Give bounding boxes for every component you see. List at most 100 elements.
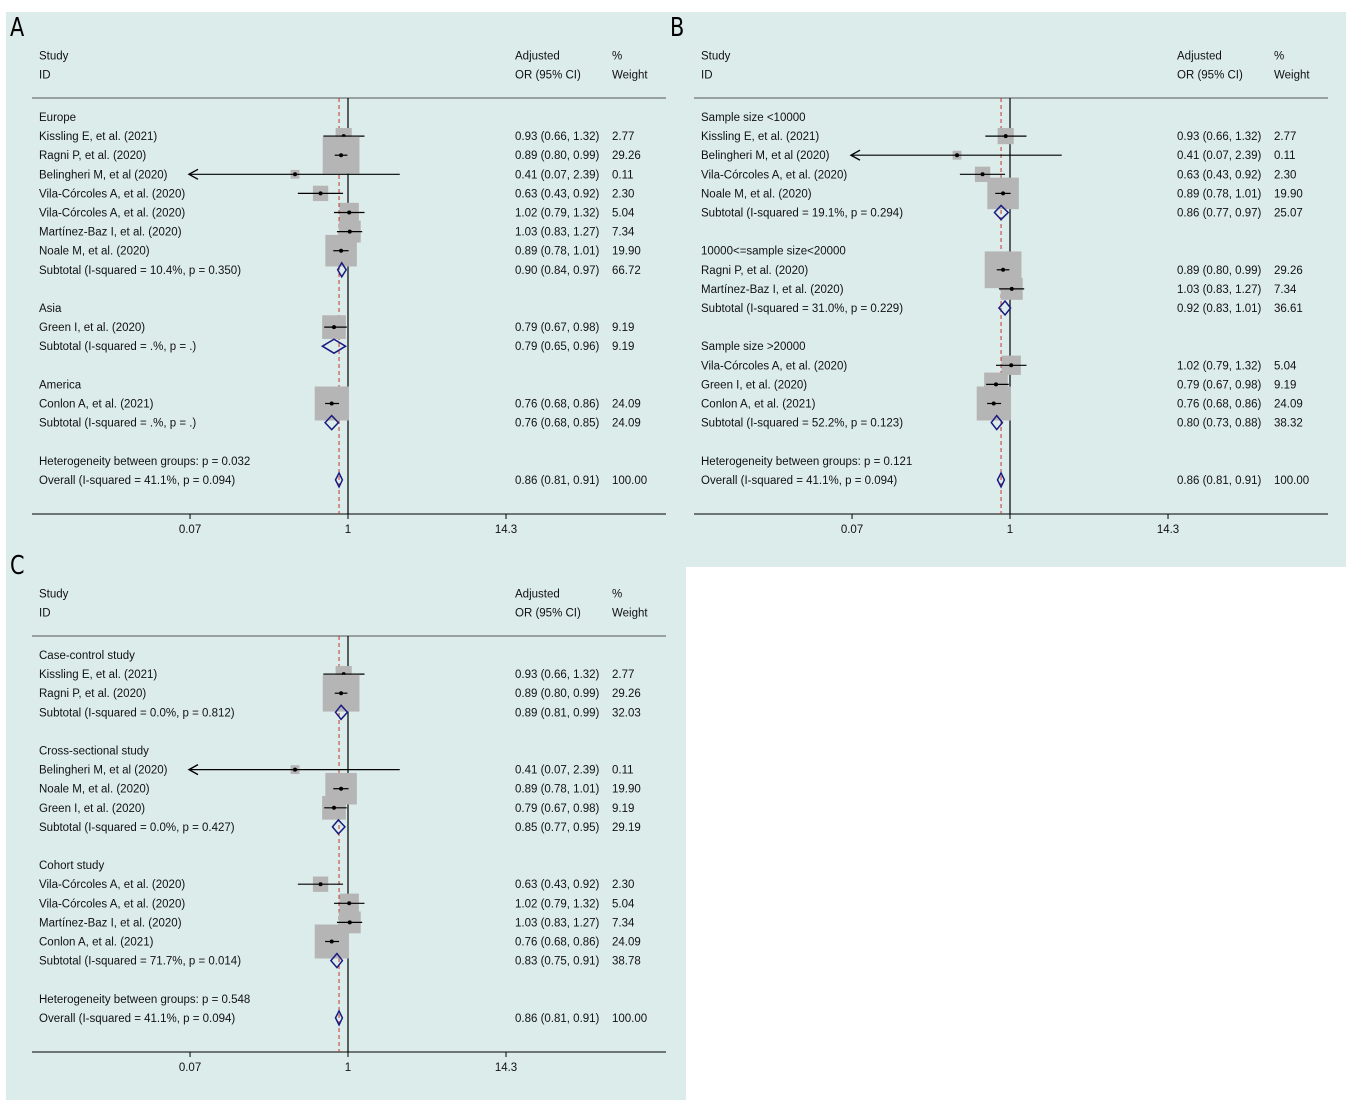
header-study: Study bbox=[39, 51, 69, 63]
weight-text: 19.90 bbox=[1274, 188, 1303, 200]
group-label: 10000<=sample size<20000 bbox=[701, 246, 846, 258]
subtotal-diamond bbox=[331, 818, 346, 836]
panel-a-background bbox=[6, 12, 670, 555]
weight-text: 9.19 bbox=[612, 322, 634, 334]
ci-text: 0.89 (0.81, 0.99) bbox=[515, 707, 600, 719]
weight-text: 7.34 bbox=[1274, 284, 1297, 296]
panel-c-background bbox=[6, 555, 686, 1100]
study-label: Vila-Córcoles A, et al. (2020) bbox=[39, 208, 185, 220]
panel-b-letter: B bbox=[670, 13, 685, 43]
overall-diamond bbox=[334, 471, 344, 489]
header-adjusted: Adjusted bbox=[515, 589, 560, 601]
subtotal-diamond bbox=[997, 299, 1012, 317]
overall-label: Overall (I-squared = 41.1%, p = 0.094) bbox=[701, 475, 897, 487]
header-or-ci: OR (95% CI) bbox=[515, 608, 581, 620]
study-label: Noale M, et al. (2020) bbox=[701, 188, 812, 200]
subtotal-diamond bbox=[320, 338, 348, 355]
subtotal-label: Subtotal (I-squared = 0.0%, p = 0.812) bbox=[39, 707, 235, 719]
x-tick-label: 0.07 bbox=[179, 1062, 201, 1074]
x-tick-label: 1 bbox=[345, 1062, 351, 1074]
ci-text: 0.89 (0.80, 0.99) bbox=[515, 150, 600, 162]
ci-text: 0.92 (0.83, 1.01) bbox=[1177, 303, 1262, 315]
group-label: Asia bbox=[39, 303, 62, 315]
weight-text: 5.04 bbox=[1274, 360, 1297, 372]
study-label: Conlon A, et al. (2021) bbox=[39, 399, 154, 411]
weight-text: 9.19 bbox=[1274, 379, 1296, 391]
subtotal-diamond bbox=[993, 204, 1010, 221]
weight-text: 38.32 bbox=[1274, 418, 1303, 430]
ci-text: 0.93 (0.66, 1.32) bbox=[1177, 131, 1262, 143]
ci-text: 0.86 (0.81, 0.91) bbox=[1177, 475, 1262, 487]
subtotal-label: Subtotal (I-squared = 71.7%, p = 0.014) bbox=[39, 956, 241, 968]
study-label: Ragni P, et al. (2020) bbox=[701, 265, 808, 277]
overall-label: Overall (I-squared = 41.1%, p = 0.094) bbox=[39, 1013, 235, 1025]
point-estimate bbox=[347, 920, 352, 925]
point-estimate bbox=[339, 691, 344, 696]
group-label: America bbox=[39, 379, 82, 391]
weight-text: 5.04 bbox=[612, 898, 635, 910]
weight-text: 19.90 bbox=[612, 784, 641, 796]
study-label: Green I, et al. (2020) bbox=[39, 803, 145, 815]
ci-text: 0.63 (0.43, 0.92) bbox=[515, 188, 600, 200]
subtotal-label: Subtotal (I-squared = 31.0%, p = 0.229) bbox=[701, 303, 903, 315]
study-label: Noale M, et al. (2020) bbox=[39, 246, 150, 258]
weight-text: 24.09 bbox=[612, 418, 641, 430]
ci-text: 1.03 (0.83, 1.27) bbox=[1177, 284, 1262, 296]
study-label: Martínez-Baz I, et al. (2020) bbox=[39, 227, 182, 239]
ci-text: 1.02 (0.79, 1.32) bbox=[515, 208, 600, 220]
weight-text: 100.00 bbox=[612, 475, 647, 487]
ci-text: 1.03 (0.83, 1.27) bbox=[515, 917, 600, 929]
ci-text: 0.89 (0.78, 1.01) bbox=[1177, 188, 1262, 200]
study-label: Noale M, et al. (2020) bbox=[39, 784, 150, 796]
study-label: Conlon A, et al. (2021) bbox=[39, 937, 154, 949]
point-estimate bbox=[339, 153, 344, 158]
point-estimate bbox=[991, 401, 996, 406]
subtotal-diamond bbox=[329, 952, 344, 969]
weight-text: 2.30 bbox=[1274, 169, 1296, 181]
header-id: ID bbox=[701, 70, 713, 82]
group-label: Cross-sectional study bbox=[39, 746, 149, 758]
study-label: Vila-Córcoles A, et al. (2020) bbox=[701, 360, 847, 372]
x-tick-label: 14.3 bbox=[1157, 524, 1179, 536]
group-label: Sample size <10000 bbox=[701, 112, 806, 124]
note-label: Heterogeneity between groups: p = 0.548 bbox=[39, 994, 250, 1006]
point-estimate bbox=[980, 172, 985, 177]
weight-text: 2.77 bbox=[612, 669, 634, 681]
point-estimate bbox=[339, 248, 344, 253]
group-label: Cohort study bbox=[39, 860, 104, 872]
study-label: Kissling E, et al. (2021) bbox=[39, 669, 157, 681]
point-estimate bbox=[318, 191, 323, 196]
weight-text: 19.90 bbox=[612, 246, 641, 258]
ci-text: 0.89 (0.80, 0.99) bbox=[515, 688, 600, 700]
ci-text: 0.76 (0.68, 0.85) bbox=[515, 418, 600, 430]
note-label: Heterogeneity between groups: p = 0.032 bbox=[39, 456, 250, 468]
point-estimate bbox=[993, 382, 998, 387]
weight-text: 0.11 bbox=[612, 765, 634, 777]
subtotal-label: Subtotal (I-squared = 52.2%, p = 0.123) bbox=[701, 418, 903, 430]
overall-label: Overall (I-squared = 41.1%, p = 0.094) bbox=[39, 475, 235, 487]
weight-text: 32.03 bbox=[612, 707, 641, 719]
weight-text: 2.77 bbox=[1274, 131, 1296, 143]
weight-text: 24.09 bbox=[612, 399, 641, 411]
header-weight: Weight bbox=[612, 608, 648, 620]
header-study: Study bbox=[39, 589, 69, 601]
weight-text: 100.00 bbox=[612, 1013, 647, 1025]
point-estimate bbox=[1001, 267, 1006, 272]
ci-text: 0.80 (0.73, 0.88) bbox=[1177, 418, 1262, 430]
header-id: ID bbox=[39, 70, 51, 82]
point-estimate bbox=[347, 210, 352, 215]
weight-text: 9.19 bbox=[612, 341, 634, 353]
forest-plot-a: Study ID Adjusted OR (95% CI)% Weight 0.07 1 14… bbox=[32, 51, 666, 536]
weight-text: 38.78 bbox=[612, 956, 641, 968]
ci-text: 0.93 (0.66, 1.32) bbox=[515, 669, 600, 681]
point-estimate bbox=[1001, 191, 1006, 196]
study-label: Belingheri M, et al (2020) bbox=[701, 150, 830, 162]
ci-arrow-left bbox=[849, 149, 861, 161]
header-adjusted: Adjusted bbox=[1177, 51, 1222, 63]
ci-text: 0.79 (0.65, 0.96) bbox=[515, 341, 600, 353]
study-label: Green I, et al. (2020) bbox=[39, 322, 145, 334]
ci-text: 0.79 (0.67, 0.98) bbox=[515, 322, 600, 334]
overall-diamond bbox=[334, 1009, 344, 1027]
ci-text: 0.89 (0.78, 1.01) bbox=[515, 784, 600, 796]
ci-text: 0.63 (0.43, 0.92) bbox=[515, 879, 600, 891]
